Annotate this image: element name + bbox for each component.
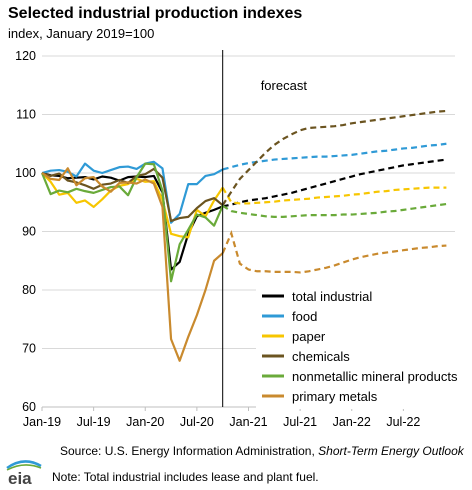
legend-entry: food <box>292 309 317 324</box>
legend-background <box>256 285 459 409</box>
series-forecast-nonmetallic-mineral-products <box>222 202 447 218</box>
footnote: Note: Total industrial includes lease an… <box>52 470 319 484</box>
y-tick-label: 80 <box>22 283 36 297</box>
y-tick-label: 90 <box>22 225 36 239</box>
series-line-food <box>41 160 224 224</box>
legend-entry: total industrial <box>292 289 372 304</box>
x-tick-label: Jan-19 <box>23 415 61 429</box>
x-tick-label: Jul-22 <box>386 415 420 429</box>
series-layer <box>40 109 447 362</box>
annotation-layer: forecast <box>261 78 308 93</box>
chart-title: Selected industrial production indexes <box>8 5 303 22</box>
y-tick-label: 60 <box>22 400 36 414</box>
series-line-primary-metals <box>41 167 224 362</box>
legend-entry: chemicals <box>292 349 350 364</box>
x-tick-label: Jan-22 <box>333 415 371 429</box>
legend: total industrial food paper chemicals nonmet… <box>256 285 459 409</box>
series-line-chemicals <box>41 167 224 223</box>
source-note: Source: U.S. Energy Information Administ… <box>60 444 464 458</box>
x-tick-label: Jul-21 <box>283 415 317 429</box>
series-line-nonmetallic-mineral-products <box>40 162 224 283</box>
svg-text:eia: eia <box>8 469 32 486</box>
x-tick-label: Jul-20 <box>180 415 214 429</box>
series-forecast-food <box>222 142 447 171</box>
y-tick-label: 110 <box>16 108 36 122</box>
axis-layer: 60 70 80 90 100 110 120 Jan-19 Jul-19 Jan-20 Jul-2… <box>15 49 455 429</box>
legend-entry: nonmetallic mineral products <box>292 369 458 384</box>
y-tick-label: 100 <box>15 166 36 180</box>
x-tick-label: Jan-20 <box>126 415 164 429</box>
chart-subtitle: index, January 2019=100 <box>8 26 155 41</box>
forecast-label: forecast <box>261 78 308 93</box>
series-forecast-chemicals <box>221 109 447 206</box>
series-forecast-paper <box>221 186 447 205</box>
chart-svg: 60 70 80 90 100 110 120 Jan-19 Jul-19 Jan-20 Jul-2… <box>15 49 459 429</box>
legend-entry: paper <box>292 329 326 344</box>
eia-logo-icon: eia <box>6 460 42 486</box>
series-forecast-total-industrial <box>222 158 447 208</box>
source-prefix: Source: U.S. Energy Information Administ… <box>60 444 315 458</box>
y-tick-label: 70 <box>22 342 36 356</box>
source-italic: Short-Term Energy Outlook <box>318 444 464 458</box>
x-tick-label: Jan-21 <box>229 415 267 429</box>
legend-entry: primary metals <box>292 389 378 404</box>
y-tick-label: 120 <box>15 49 36 63</box>
x-tick-label: Jul-19 <box>77 415 111 429</box>
series-forecast-primary-metals <box>221 229 447 274</box>
